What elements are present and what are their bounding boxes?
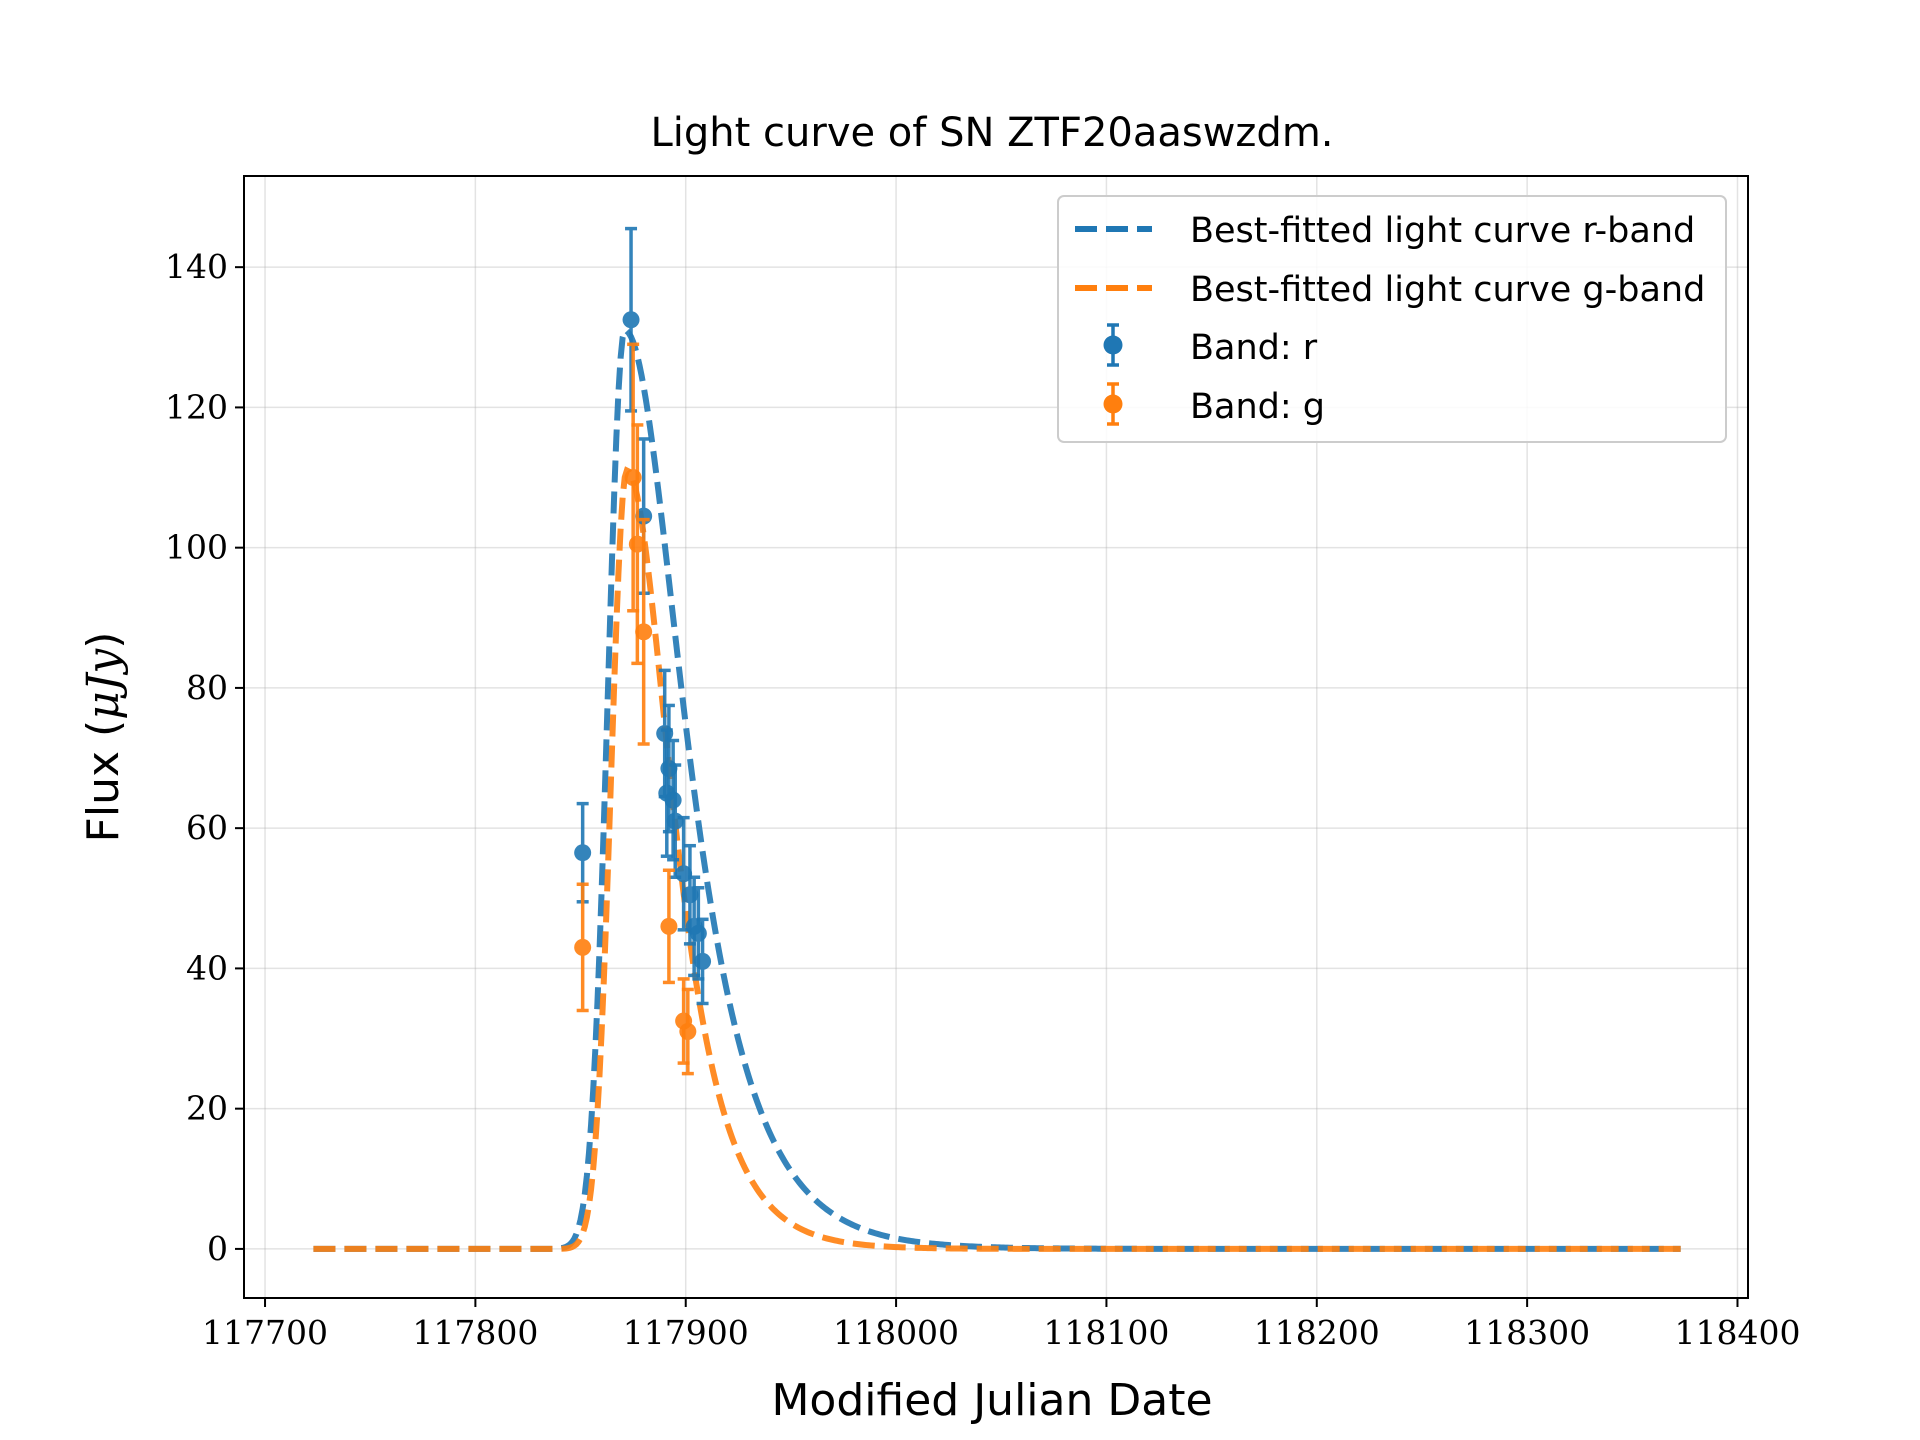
marker-g-4	[660, 917, 678, 935]
y-axis-label: Flux (μJy)	[78, 632, 129, 843]
chart-title: Light curve of SN ZTF20aaswzdm.	[650, 110, 1333, 156]
y-tick-label-0: 0	[207, 1229, 228, 1268]
legend-marker-r-dot	[1103, 335, 1123, 355]
data-point-r-1	[622, 226, 640, 413]
x-tick-label-118300: 118300	[1464, 1313, 1590, 1352]
y-tick-label-40: 40	[186, 948, 228, 987]
legend-marker-r	[1103, 323, 1123, 367]
legend-label-fit-g: Best-fitted light curve g-band	[1190, 270, 1705, 310]
y-tick-label-60: 60	[186, 808, 228, 847]
x-tick-label-117800: 117800	[412, 1313, 538, 1352]
data-point-r-6	[664, 738, 682, 862]
x-tick-label-117900: 117900	[623, 1313, 749, 1352]
x-tick-label-118100: 118100	[1043, 1313, 1169, 1352]
legend-marker-g	[1103, 382, 1123, 426]
y-tick-label-120: 120	[165, 387, 228, 426]
marker-g-3	[635, 623, 653, 641]
data-point-g-4	[660, 868, 678, 985]
marker-g-6	[679, 1023, 697, 1041]
y-tick-label-20: 20	[186, 1089, 228, 1128]
y-tick-label-140: 140	[165, 247, 228, 286]
fit-curve-r	[313, 326, 1681, 1252]
data-point-r-12	[694, 917, 712, 1006]
x-axis-label: Modified Julian Date	[771, 1375, 1212, 1426]
data-point-g-2	[628, 423, 646, 666]
axis-ticks: 117700 117800 117900 118000 118100 118200 1183…	[165, 247, 1800, 1352]
fit-curve-g	[313, 466, 1681, 1252]
marker-r-0	[574, 844, 592, 862]
data-points	[574, 226, 712, 1076]
y-tick-label-100: 100	[165, 528, 228, 567]
marker-r-1	[622, 311, 640, 329]
marker-r-8	[675, 865, 693, 883]
marker-r-7	[666, 812, 684, 830]
plot-frame	[243, 175, 1749, 1299]
marker-r-6	[664, 791, 682, 809]
x-tick-label-118200: 118200	[1254, 1313, 1380, 1352]
x-tick-label-118000: 118000	[833, 1313, 959, 1352]
y-axis-label-close: )	[78, 632, 129, 649]
legend-marker-g-dot	[1103, 394, 1123, 414]
y-axis-label-text: Flux (	[78, 720, 129, 843]
x-tick-label-117700: 117700	[202, 1313, 328, 1352]
x-tick-label-118400: 118400	[1674, 1313, 1800, 1352]
data-point-g-0	[574, 882, 592, 1013]
legend-label-band-r: Band: r	[1190, 328, 1318, 368]
y-tick-label-80: 80	[186, 668, 228, 707]
y-axis-label-unit: μJy	[78, 648, 129, 720]
data-point-r-8	[675, 815, 693, 932]
legend-box	[1057, 195, 1727, 443]
marker-g-2	[628, 535, 646, 553]
legend-label-band-g: Band: g	[1190, 387, 1325, 427]
marker-r-12	[694, 952, 712, 970]
fit-curves	[313, 326, 1681, 1252]
data-point-g-3	[635, 517, 653, 746]
legend: Best-fitted light curve r-band Best-fitt…	[1057, 195, 1727, 443]
data-point-g-6	[679, 987, 697, 1076]
marker-g-0	[574, 938, 592, 956]
legend-label-fit-r: Best-fitted light curve r-band	[1190, 211, 1695, 251]
